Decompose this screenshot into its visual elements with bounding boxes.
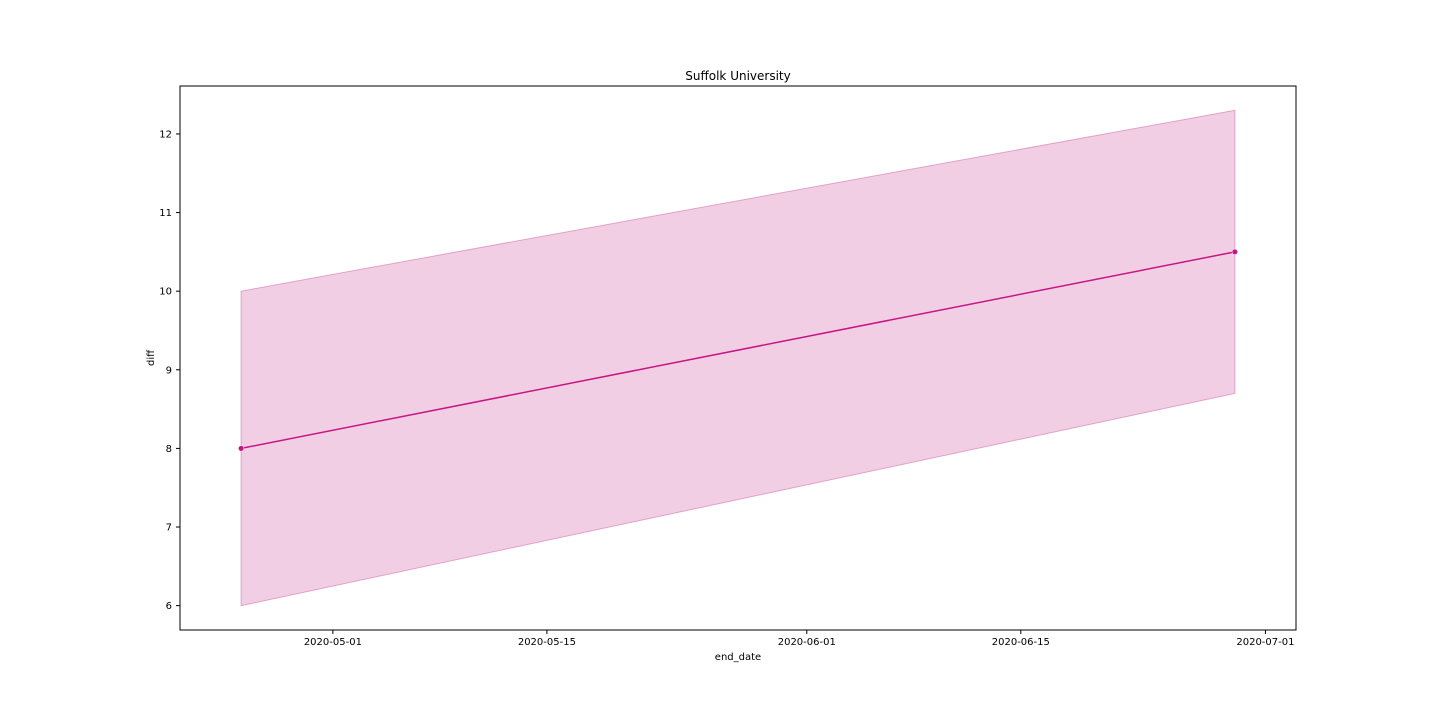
x-tick-label: 2020-05-15 [518,637,576,648]
series-line [241,251,1235,450]
x-tick-label: 2020-06-01 [778,637,836,648]
data-point [238,445,245,452]
data-point [1231,248,1238,255]
x-tick-label: 2020-07-01 [1236,637,1294,648]
y-tick-label: 11 [159,208,172,219]
x-axis-label: end_date [715,652,761,663]
y-tick-label: 6 [166,601,172,612]
y-tick-label: 10 [159,287,172,298]
x-tick-label: 2020-05-01 [304,637,362,648]
y-axis-label: diff [146,349,157,366]
confidence-band [240,109,1236,607]
chart-title: Suffolk University [685,69,790,83]
y-tick-label: 7 [166,523,172,534]
y-tick-label: 8 [166,444,172,455]
y-tick-label: 12 [159,129,172,140]
y-tick-label: 9 [166,365,172,376]
x-tick-label: 2020-06-15 [992,637,1050,648]
plot-frame [179,85,1297,631]
